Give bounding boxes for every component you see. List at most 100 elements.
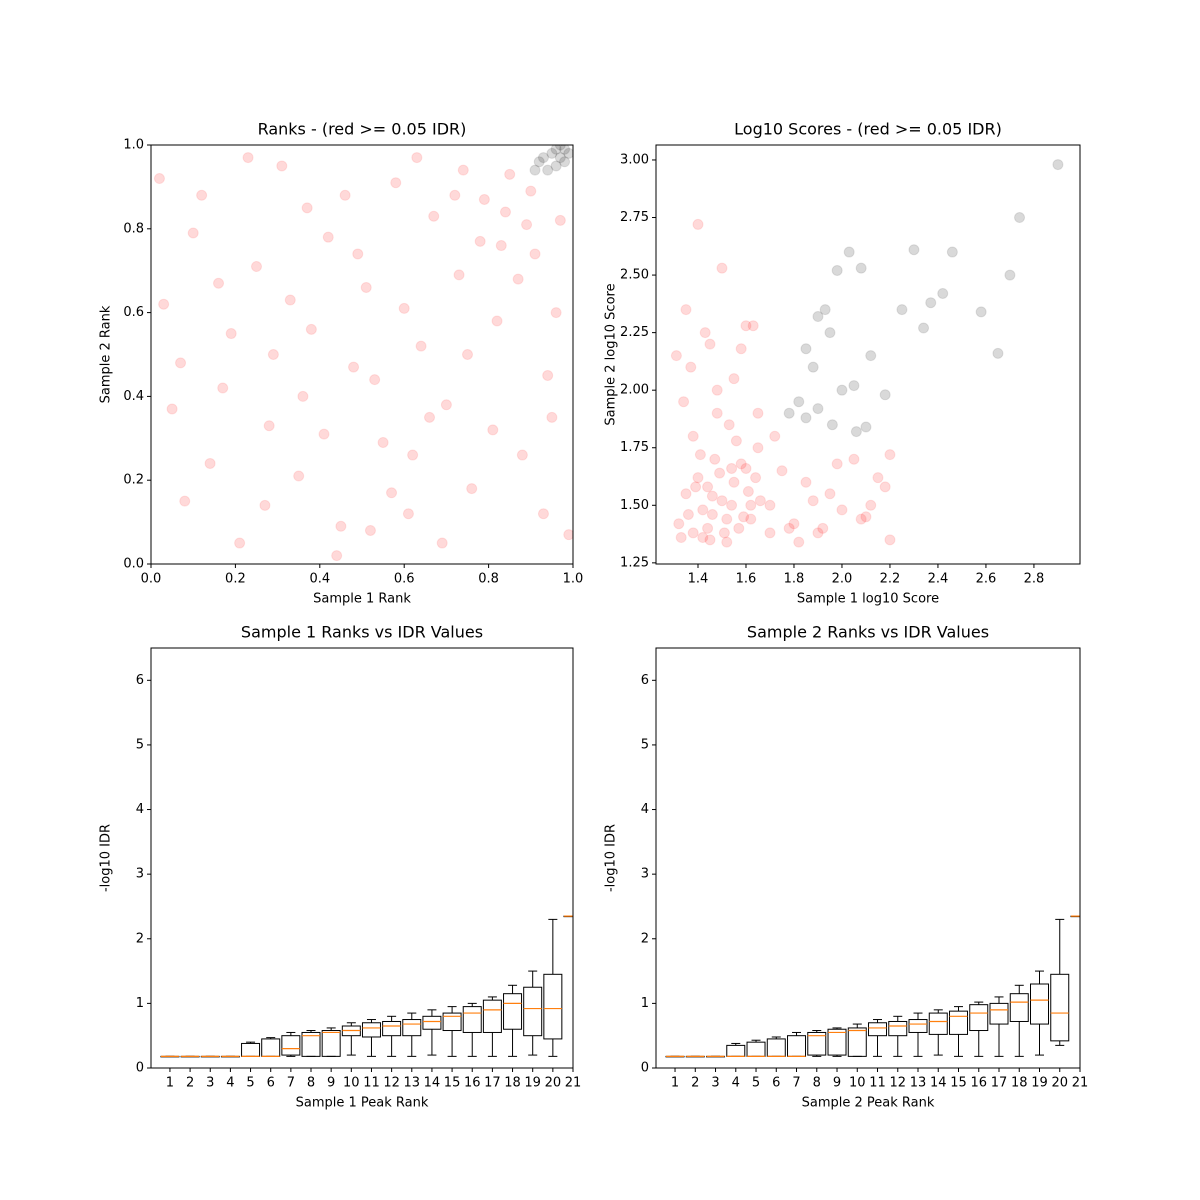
x-tick-label: 15	[444, 1076, 461, 1091]
scatter-point	[896, 304, 908, 316]
x-tick-label: 2.2	[880, 572, 901, 587]
box	[523, 986, 543, 1037]
y-tick-label: 3	[641, 867, 649, 882]
y-tick-label: 0.0	[123, 557, 144, 572]
x-tick-label: 1.8	[784, 572, 805, 587]
scatter-point	[694, 449, 706, 461]
scatter-point	[673, 518, 685, 530]
x-tick-label: 13	[404, 1076, 421, 1091]
x-tick-label: 4	[226, 1076, 234, 1091]
scatter-point	[865, 499, 877, 511]
box	[847, 1027, 867, 1057]
x-tick-label: 3	[711, 1076, 719, 1091]
scatter-point	[704, 338, 716, 350]
box	[462, 1006, 482, 1033]
scatter-point	[884, 534, 896, 546]
scatter-point	[1014, 212, 1026, 224]
x-tick-label: 2.6	[976, 572, 997, 587]
scatter-point	[769, 430, 781, 442]
scatter-point	[975, 306, 987, 318]
y-tick-label: 3	[136, 867, 144, 882]
x-tick-label: 8	[813, 1076, 821, 1091]
scatter-point	[554, 152, 566, 164]
x-tick-label: 0.8	[478, 572, 499, 587]
scatter-point	[529, 164, 541, 176]
scatter-point	[305, 323, 317, 335]
scatter-point	[848, 380, 860, 392]
scatter-point	[764, 499, 776, 511]
scatter-point	[728, 476, 740, 488]
scatter-point	[457, 164, 469, 176]
scatter-point	[704, 534, 716, 546]
box	[1030, 983, 1050, 1025]
scatter-point	[563, 529, 573, 541]
scatter-point	[687, 527, 699, 539]
subplot: Log10 Scores - (red >= 0.05 IDR) Sample 1…	[604, 120, 1081, 607]
scatter-point	[992, 347, 1004, 359]
x-tick-label: 19	[524, 1076, 541, 1091]
scatter-point	[680, 488, 692, 500]
scatter-point	[339, 189, 351, 201]
scatter-point	[807, 495, 819, 507]
y-tick-label: 1	[136, 996, 144, 1011]
x-tick-label: 12	[889, 1076, 906, 1091]
axes-frame	[655, 144, 1081, 565]
scatter-point	[884, 449, 896, 461]
scatter-point	[352, 248, 364, 260]
scatter-point	[690, 481, 702, 493]
x-axis-label: Sample 1 Rank	[313, 592, 411, 607]
subplot-title: Ranks - (red >= 0.05 IDR)	[258, 120, 467, 139]
x-tick-label: 0.4	[309, 572, 330, 587]
scatter-point	[776, 465, 788, 477]
plot-area	[670, 159, 1064, 548]
x-tick-label: 11	[869, 1076, 886, 1091]
x-tick-label: 2.4	[928, 572, 949, 587]
y-tick-label: 2.50	[620, 268, 649, 283]
scatter-point	[175, 357, 187, 369]
scatter-point	[783, 522, 795, 534]
x-tick-label: 10	[343, 1076, 360, 1091]
box	[868, 1022, 888, 1037]
scatter-point	[487, 424, 499, 436]
y-tick-label: 1.0	[123, 138, 144, 153]
scatter-point	[537, 508, 549, 520]
box	[787, 1035, 807, 1057]
axes-frame	[655, 647, 1081, 1069]
x-tick-label: 1	[671, 1076, 679, 1091]
scatter-point	[733, 522, 745, 534]
scatter-point	[848, 453, 860, 465]
y-tick-label: 2.25	[620, 325, 649, 340]
subplot: Ranks - (red >= 0.05 IDR) Sample 1 Rank Sa…	[99, 120, 584, 607]
scatter-point	[836, 384, 848, 396]
scatter-point	[850, 426, 862, 438]
box	[261, 1038, 281, 1057]
scatter-point	[364, 524, 376, 536]
x-tick-label: 3	[206, 1076, 214, 1091]
scatter-point	[738, 511, 750, 523]
scatter-point	[754, 495, 766, 507]
y-tick-label: 2.75	[620, 210, 649, 225]
x-tick-label: 11	[363, 1076, 380, 1091]
box	[301, 1031, 321, 1057]
x-tick-label: 19	[1031, 1076, 1048, 1091]
scatter-point	[322, 231, 334, 243]
scatter-point	[716, 495, 728, 507]
scatter-point	[546, 411, 558, 423]
scatter-point	[440, 399, 452, 411]
scatter-point	[702, 481, 714, 493]
y-tick-label: 6	[136, 673, 144, 688]
scatter-point	[554, 145, 566, 151]
x-tick-label: 9	[833, 1076, 841, 1091]
x-tick-label: 2.0	[832, 572, 853, 587]
x-tick-label: 18	[504, 1076, 521, 1091]
plot-area	[153, 145, 573, 562]
subplot-title: Sample 2 Ranks vs IDR Values	[747, 623, 989, 642]
x-tick-label: 17	[484, 1076, 501, 1091]
scatter-point	[872, 472, 884, 484]
scatter-point	[788, 518, 800, 530]
x-axis-label: Sample 1 Peak Rank	[296, 1096, 429, 1111]
scatter-point	[752, 442, 764, 454]
scatter-point	[742, 485, 754, 497]
box	[321, 1030, 341, 1057]
scatter-point	[692, 472, 704, 484]
